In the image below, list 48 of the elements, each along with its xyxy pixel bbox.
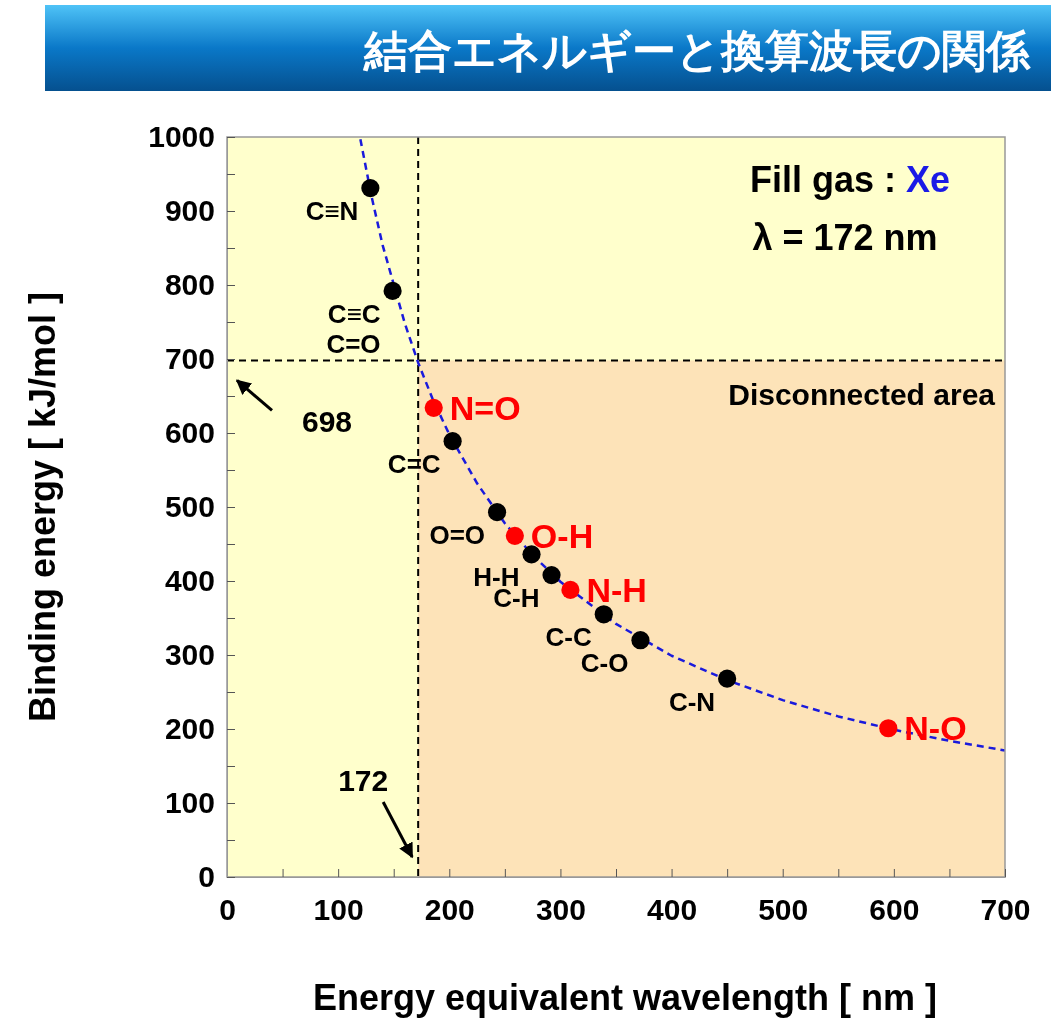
x-tick-label: 0 — [219, 893, 236, 927]
data-label: N=O — [449, 388, 521, 427]
point — [361, 178, 380, 198]
point — [594, 605, 613, 624]
annotation: λ = 172 nm — [752, 217, 938, 258]
data-label: O-H — [530, 516, 594, 555]
y-tick-label: 100 — [164, 786, 215, 820]
y-tick-label: 800 — [164, 268, 215, 302]
y-tick-label: 500 — [164, 490, 215, 524]
point — [383, 281, 402, 300]
y-tick-label: 1000 — [148, 120, 215, 154]
data-label: C≡N — [305, 196, 359, 227]
chart-title: 結合エネルギーと換算波長の関係 — [362, 26, 1031, 75]
x-axis-title: Energy equivalent wavelength [ nm ] — [312, 977, 938, 1018]
point — [443, 432, 462, 451]
point — [718, 669, 737, 688]
ref-line-label: 698 — [301, 405, 353, 439]
x-tick-label: 100 — [313, 893, 364, 927]
band-label: Disconnected area — [728, 378, 996, 412]
data-label: C=C — [387, 449, 441, 480]
data-label: N-O — [904, 709, 967, 748]
point — [487, 503, 507, 522]
annotation: Fill gas : Xe — [749, 159, 951, 200]
point — [542, 566, 561, 585]
y-axis-title: Binding energy [ kJ/mol ] — [22, 291, 63, 723]
x-tick-label: 200 — [424, 893, 475, 927]
x-tick-label: 300 — [535, 893, 586, 927]
data-label: C≡C C=O — [326, 298, 381, 359]
y-tick-label: 400 — [164, 564, 215, 598]
data-label: C-N — [668, 686, 716, 717]
y-tick-label: 600 — [164, 416, 215, 450]
x-tick-label: 400 — [647, 893, 698, 927]
point — [879, 719, 898, 738]
x-tick-label: 500 — [758, 893, 809, 927]
y-tick-label: 0 — [198, 860, 215, 894]
point — [505, 526, 524, 545]
x-tick-label: 600 — [869, 893, 920, 927]
point — [561, 580, 580, 599]
ref-line-label: 172 — [338, 764, 389, 797]
point — [631, 631, 650, 650]
y-tick-label: 700 — [164, 342, 215, 376]
data-label: O=O — [429, 520, 486, 551]
y-tick-label: 200 — [164, 712, 215, 746]
y-tick-label: 300 — [164, 638, 215, 672]
data-label: N-H — [586, 570, 647, 609]
y-tick-label: 900 — [164, 194, 215, 228]
point — [424, 398, 443, 417]
x-tick-label: 700 — [980, 893, 1031, 927]
